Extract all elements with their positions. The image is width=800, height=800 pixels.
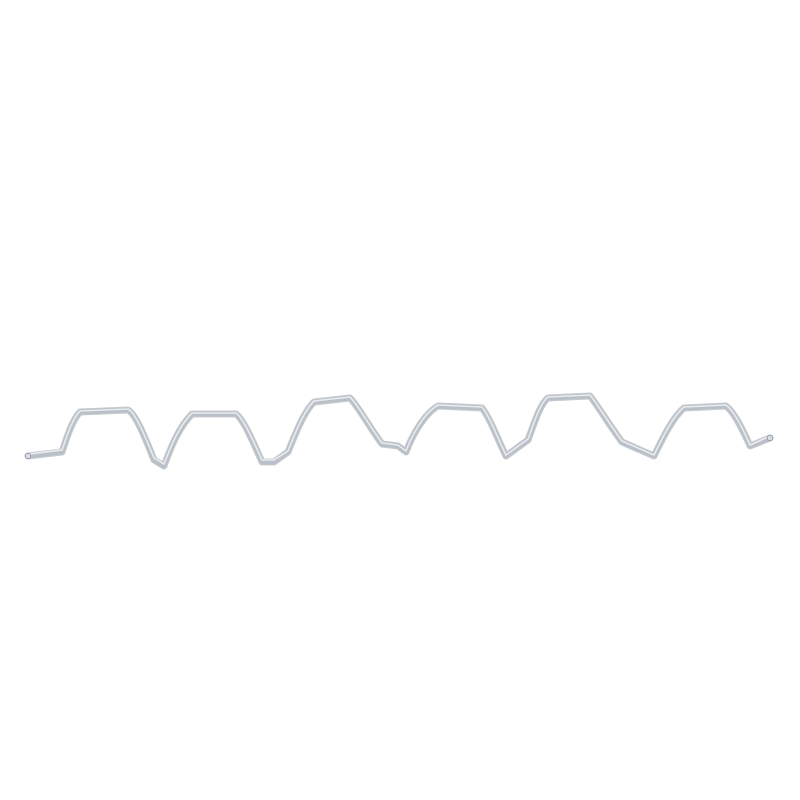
wire-highlight (29, 394, 769, 465)
wire-end-right (766, 434, 774, 442)
wire-end-left (24, 452, 32, 460)
wire-body (25, 393, 773, 469)
